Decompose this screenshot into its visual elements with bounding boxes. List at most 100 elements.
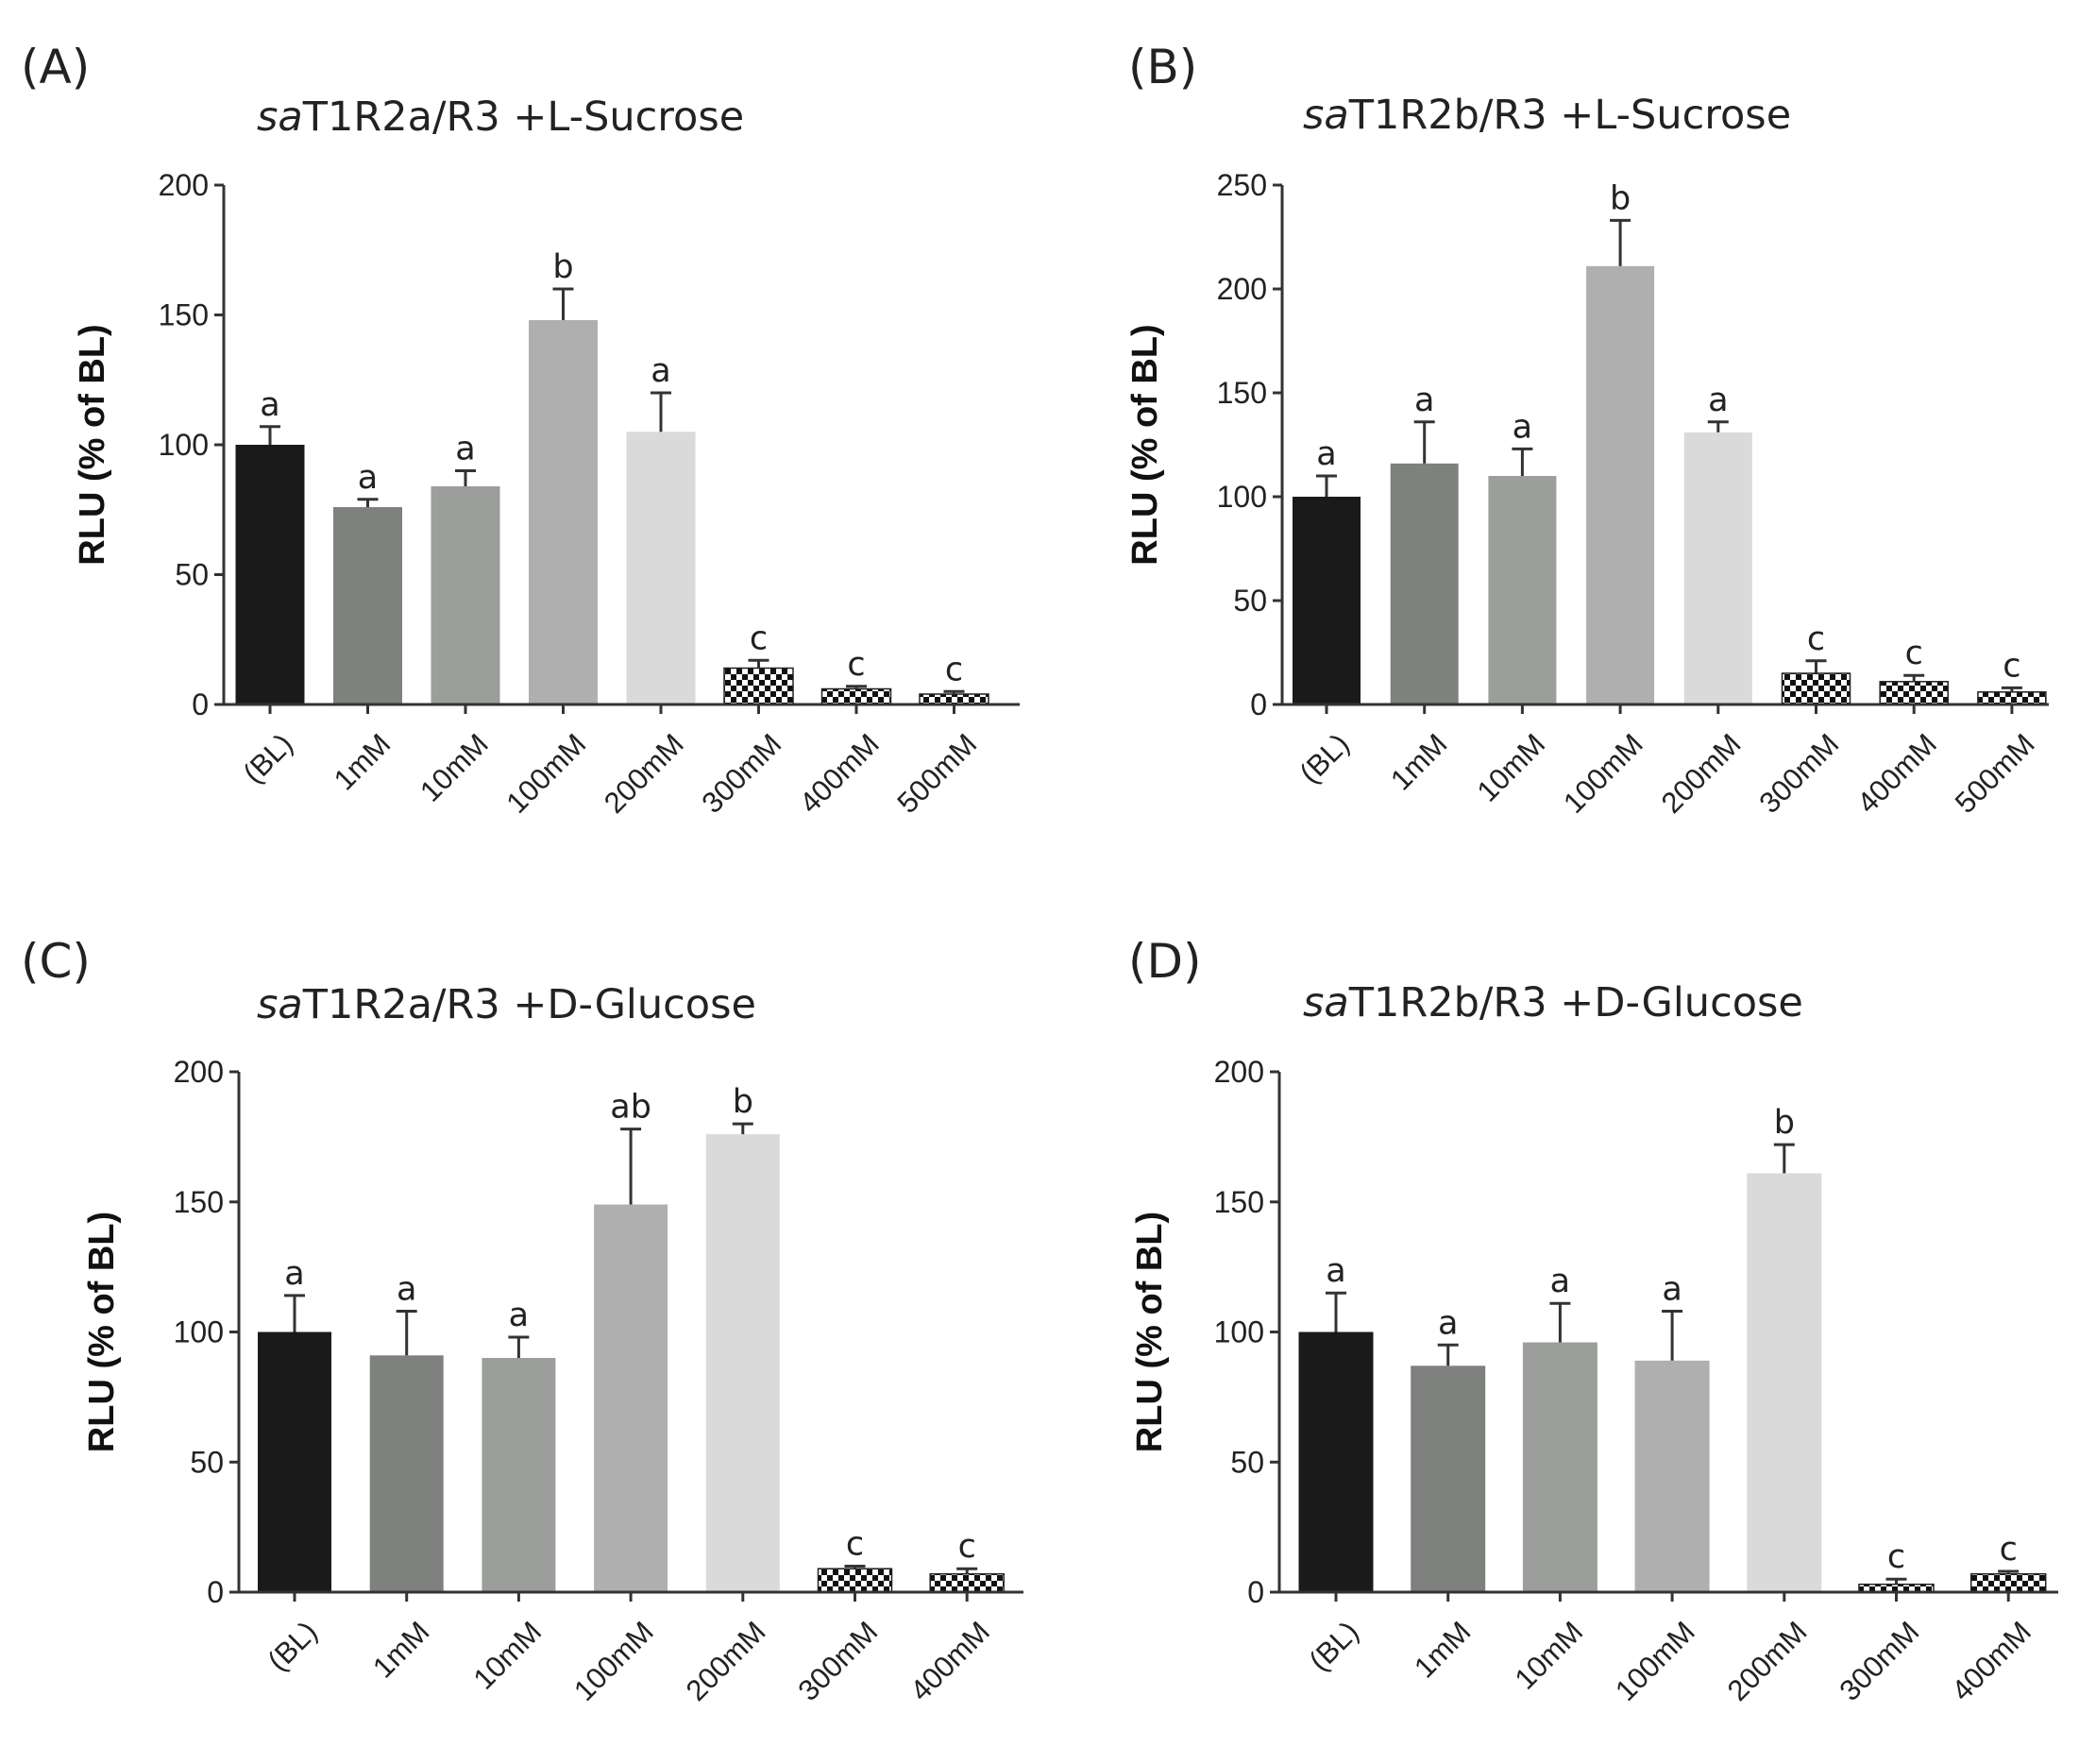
bar-4 [1586,265,1655,704]
plot-area: a a a a b c c 0 50 100 150 200 (BL) 1mM 10mM 100mM 200mM… [1130,1055,2058,1707]
x-tick-label: 500mM [890,727,983,820]
significance-label-7: c [958,1528,976,1566]
bar-3 [1522,1342,1597,1592]
bar-8 [1977,691,2047,705]
x-tick-label: 200mM [680,1615,772,1707]
x-tick-label: 200mM [1721,1615,1814,1707]
title-italic-part: sa [1303,979,1349,1026]
plot-area: a a a ab b c c 0 50 100 150 200 (BL) 1mM 10mM 100mM 200m… [82,1055,1023,1707]
plot-area: a a a b a c c c 0 50 100 150 200 250 (BL) 1mM 10mM 100mM 2… [1125,168,2049,820]
y-tick-label: 0 [207,1575,224,1609]
title-italic-part: sa [257,93,303,141]
y-tick-label: 200 [1214,1055,1264,1089]
significance-label-7: c [847,646,865,684]
plot-area: a a a b a c c c 0 50 100 150 200 (BL) 1mM 10mM 100mM 200m… [73,168,1020,820]
significance-label-1: a [1316,435,1336,473]
y-axis-label: RLU (% of BL) [73,324,112,565]
bar-6 [723,667,794,705]
y-tick-label: 100 [174,1315,224,1349]
x-tick-label: 10mM [1509,1615,1590,1696]
bar-1 [258,1331,331,1592]
panel-label: (B) [1128,40,1197,94]
significance-label-3: a [1513,408,1532,446]
bar-5 [705,1134,780,1592]
chart-title: saT1R2a/R3 +D-Glucose [257,981,756,1028]
panel-d: (D) saT1R2b/R3 +D-Glucose a a a a b c c 0 50 100 1… [1128,934,2058,1707]
bar-7 [1969,1572,2047,1593]
title-rest-part: T1R2a/R3 +D-Glucose [302,981,756,1028]
bar-3 [482,1358,556,1592]
significance-label-5: a [651,352,670,390]
significance-label-1: a [260,386,279,424]
significance-label-2: a [397,1271,416,1309]
bar-2 [333,507,402,704]
title-rest-part: T1R2b/R3 +L-Sucrose [1348,92,1791,139]
x-tick-label: 100mM [499,727,592,820]
significance-label-4: b [1610,179,1631,217]
significance-label-2: a [1438,1304,1458,1342]
y-tick-label: 200 [1217,272,1267,306]
bar-4 [1634,1360,1710,1592]
significance-label-6: c [750,619,768,657]
significance-label-6: c [1807,620,1825,658]
y-tick-label: 100 [159,428,209,462]
y-tick-label: 150 [1217,376,1267,410]
y-tick-label: 150 [174,1185,224,1219]
bar-7 [1879,681,1949,705]
bar-4 [529,320,598,704]
significance-label-6: c [846,1526,864,1564]
bar-4 [594,1204,668,1592]
x-tick-label: (BL) [237,727,299,789]
y-tick-label: 250 [1217,168,1267,202]
significance-label-8: c [2003,647,2020,685]
panel-label: (A) [21,40,90,94]
x-tick-label: 1mM [1408,1615,1477,1684]
y-tick-label: 150 [159,298,209,332]
panel-label: (D) [1128,934,1202,989]
bar-3 [431,486,500,704]
bar-7 [929,1572,1005,1593]
significance-label-3: a [1550,1263,1570,1300]
y-tick-label: 50 [190,1445,224,1479]
y-tick-label: 0 [1250,687,1267,721]
chart-title: saT1R2b/R3 +D-Glucose [1303,979,1803,1026]
y-axis-label: RLU (% of BL) [1125,324,1165,565]
panel-b: (B) saT1R2b/R3 +L-Sucrose a a a b a c c c 0 50 100… [1125,40,2049,820]
y-axis-label: RLU (% of BL) [82,1212,122,1452]
x-tick-label: (BL) [262,1615,324,1677]
x-tick-label: 200mM [598,727,690,820]
y-tick-label: 50 [1230,1445,1264,1479]
y-tick-label: 50 [1233,584,1267,618]
panel-c: (C) saT1R2a/R3 +D-Glucose a a a ab b c c 0 50 100… [21,934,1023,1707]
x-tick-label: 10mM [467,1615,549,1696]
x-tick-label: (BL) [1303,1615,1365,1677]
bar-2 [1390,463,1459,704]
significance-label-3: a [509,1297,529,1334]
x-tick-label: 1mM [1384,727,1453,796]
significance-label-5: b [733,1083,753,1121]
significance-label-7: c [2000,1531,2018,1569]
x-tick-label: 100mM [1557,727,1649,820]
y-tick-label: 0 [1247,1575,1264,1609]
bar-5 [1747,1173,1822,1592]
bar-5 [626,432,696,705]
y-tick-label: 200 [159,168,209,202]
significance-label-4: ab [610,1089,651,1127]
x-tick-label: 400mM [793,727,886,820]
bar-3 [1488,476,1557,704]
x-tick-label: 1mM [366,1615,435,1684]
bar-7 [820,687,892,705]
significance-label-4: a [1662,1271,1682,1309]
significance-label-2: a [1414,382,1434,419]
panel-a: (A) saT1R2a/R3 +L-Sucrose a a a b a c c c 0 50 100… [21,40,1020,820]
significance-label-2: a [358,459,378,497]
x-tick-label: 100mM [1609,1615,1701,1707]
x-tick-label: 300mM [1833,1615,1925,1707]
significance-label-1: a [1326,1252,1345,1290]
y-tick-label: 50 [175,558,209,592]
bar-1 [1293,497,1361,704]
bar-8 [919,693,989,705]
y-axis-label: RLU (% of BL) [1130,1212,1170,1452]
significance-label-1: a [284,1255,304,1293]
